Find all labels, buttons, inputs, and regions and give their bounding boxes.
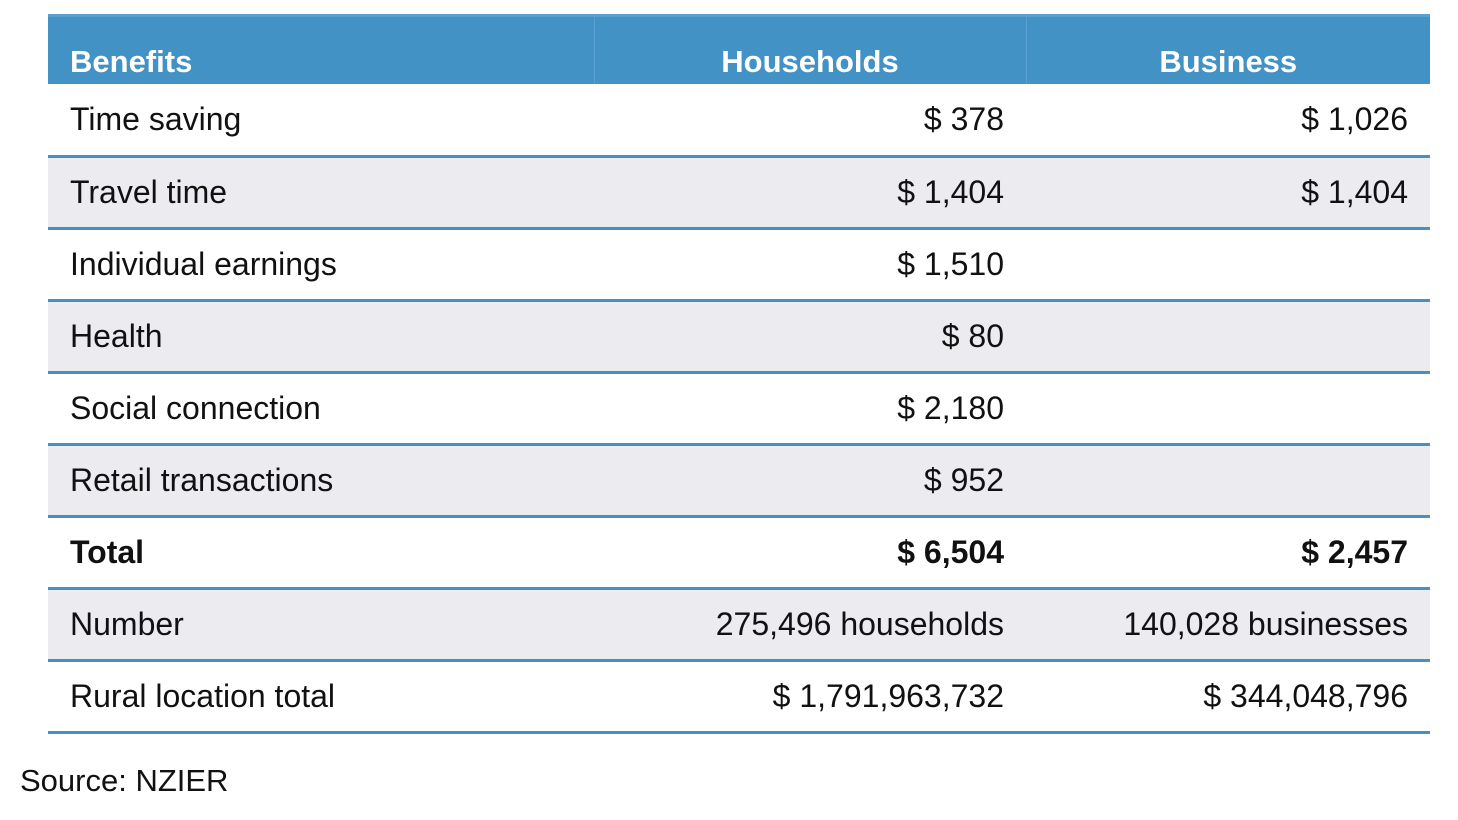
households-value: $ 2,180 <box>594 372 1026 446</box>
business-value <box>1026 372 1430 446</box>
row-label: Individual earnings <box>48 228 594 302</box>
business-value: $ 1,404 <box>1026 156 1430 230</box>
table-row: Social connection $ 2,180 <box>48 372 1430 446</box>
business-rural-total: $ 344,048,796 <box>1026 660 1430 734</box>
row-label: Travel time <box>48 156 594 230</box>
header-benefits: Benefits <box>48 17 594 84</box>
table-row: Retail transactions $ 952 <box>48 444 1430 518</box>
row-label: Health <box>48 300 594 374</box>
households-value: $ 80 <box>594 300 1026 374</box>
benefits-table-container: Benefits Households Business Time saving… <box>48 14 1430 734</box>
table-top-rule <box>48 14 1430 17</box>
rural-total-row: Rural location total $ 1,791,963,732 $ 3… <box>48 660 1430 734</box>
table-row: Health $ 80 <box>48 300 1430 374</box>
business-value <box>1026 228 1430 302</box>
households-rural-total: $ 1,791,963,732 <box>594 660 1026 734</box>
table-row: Travel time $ 1,404 $ 1,404 <box>48 156 1430 230</box>
table-header: Benefits Households Business <box>48 17 1430 84</box>
header-households: Households <box>593 17 1026 84</box>
business-total: $ 2,457 <box>1026 516 1430 590</box>
business-value: $ 1,026 <box>1026 84 1430 158</box>
households-count: 275,496 households <box>594 588 1026 662</box>
business-value <box>1026 300 1430 374</box>
row-label: Social connection <box>48 372 594 446</box>
table-body: Time saving $ 378 $ 1,026 Travel time $ … <box>48 84 1430 734</box>
households-value: $ 378 <box>594 84 1026 158</box>
benefits-table: Benefits Households Business Time saving… <box>48 17 1430 734</box>
households-value: $ 1,404 <box>594 156 1026 230</box>
households-total: $ 6,504 <box>594 516 1026 590</box>
source-note: Source: NZIER <box>20 763 229 798</box>
row-label: Retail transactions <box>48 444 594 518</box>
households-value: $ 1,510 <box>594 228 1026 302</box>
table-row: Time saving $ 378 $ 1,026 <box>48 84 1430 158</box>
header-business: Business <box>1025 17 1430 84</box>
business-value <box>1026 444 1430 518</box>
business-count: 140,028 businesses <box>1026 588 1430 662</box>
row-label: Time saving <box>48 84 594 158</box>
row-label: Total <box>48 516 594 590</box>
number-row: Number 275,496 households 140,028 busine… <box>48 588 1430 662</box>
header-row: Benefits Households Business <box>48 17 1430 84</box>
row-label: Number <box>48 588 594 662</box>
total-row: Total $ 6,504 $ 2,457 <box>48 516 1430 590</box>
table-row: Individual earnings $ 1,510 <box>48 228 1430 302</box>
row-label: Rural location total <box>48 660 594 734</box>
households-value: $ 952 <box>594 444 1026 518</box>
